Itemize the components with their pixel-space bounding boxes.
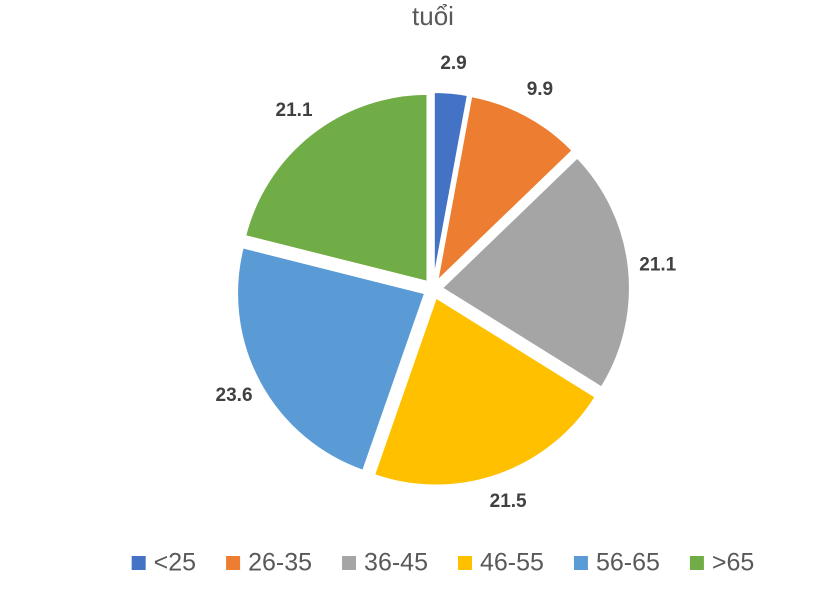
legend-label: 26-35 bbox=[248, 549, 312, 577]
chart-title: tuổi bbox=[412, 1, 454, 31]
legend-marker bbox=[458, 556, 472, 570]
pie-slice bbox=[372, 295, 597, 487]
legend-label: 36-45 bbox=[364, 549, 428, 577]
legend-label: 46-55 bbox=[480, 549, 544, 577]
legend-label: <25 bbox=[154, 549, 196, 577]
pie-slice bbox=[435, 95, 574, 284]
pie-slice bbox=[440, 156, 631, 389]
legend-marker bbox=[573, 556, 588, 570]
pie-slice bbox=[236, 246, 427, 473]
data-label: 21.1 bbox=[639, 254, 676, 275]
legend-marker bbox=[131, 556, 146, 570]
pie-slice bbox=[243, 92, 429, 284]
legend-marker bbox=[689, 556, 704, 570]
legend-label: >65 bbox=[712, 549, 754, 577]
pie-slice bbox=[432, 91, 470, 281]
legend-marker bbox=[342, 556, 357, 570]
data-label: 21.1 bbox=[276, 100, 313, 121]
legend-marker bbox=[226, 556, 241, 570]
data-label: 2.9 bbox=[440, 53, 466, 74]
data-label: 21.5 bbox=[490, 491, 527, 512]
legend-label: 56-65 bbox=[596, 549, 660, 577]
data-label: 23.6 bbox=[216, 385, 253, 406]
data-label: 9.9 bbox=[527, 79, 553, 100]
